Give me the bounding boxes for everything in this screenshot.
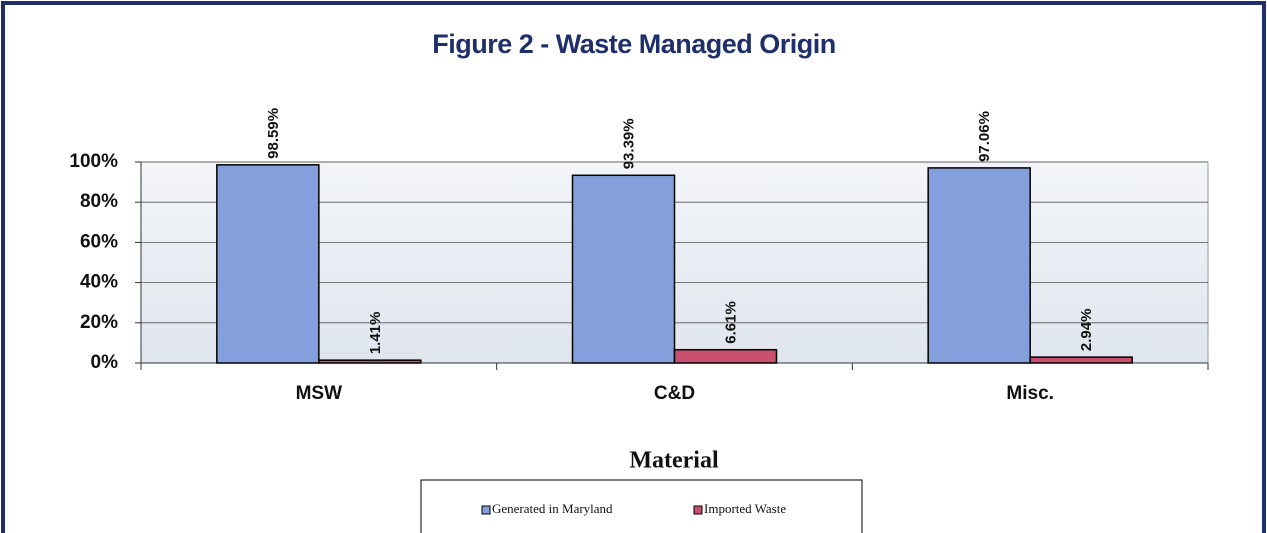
bar [927,167,1031,364]
bar [571,174,676,364]
x-tick-label: MSW [296,383,343,404]
y-tick-label: 0% [91,352,119,373]
y-tick-label: 20% [80,312,118,333]
data-label: 93.39% [620,118,637,169]
y-tick-label: 100% [69,151,118,172]
bar [1029,356,1133,364]
x-tick-label: Misc. [1006,383,1054,404]
data-label: 98.59% [265,108,282,159]
bar [216,164,320,364]
data-label: 97.06% [976,111,993,162]
legend-label: Imported Waste [704,501,786,516]
legend-swatch [693,505,703,515]
bar [318,359,422,364]
y-tick-label: 60% [80,231,118,252]
x-tick-label: C&D [654,383,695,404]
legend-swatch [481,505,491,515]
chart-title: Figure 2 - Waste Managed Origin [432,29,836,59]
legend-label: Generated in Maryland [492,501,613,516]
data-label: 2.94% [1078,309,1095,352]
y-tick-label: 40% [80,272,118,293]
legend [420,479,863,533]
data-label: 1.41% [367,312,384,355]
x-axis-label: Material [629,448,719,474]
bar [673,348,778,364]
data-label: 6.61% [722,301,739,344]
y-tick-label: 80% [80,191,118,212]
